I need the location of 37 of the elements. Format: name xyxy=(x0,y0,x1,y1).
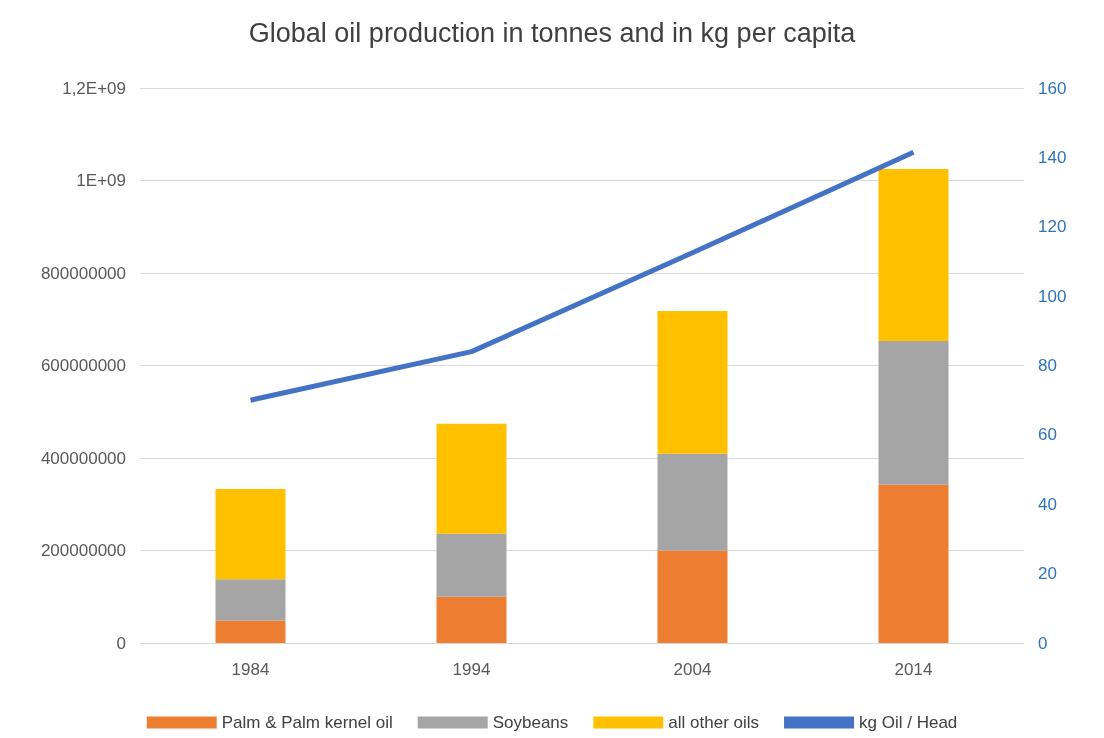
bar xyxy=(657,310,728,454)
bar xyxy=(878,340,949,485)
y-tick-label: 1,2E+09 xyxy=(62,78,126,98)
bar xyxy=(215,579,286,621)
bar xyxy=(657,453,728,551)
bar xyxy=(215,620,286,643)
y2-tick-label: 160 xyxy=(1038,78,1067,98)
y-tick-label: 400000000 xyxy=(40,448,126,468)
chart-title: Global oil production in tonnes and in kg per capita xyxy=(248,17,857,48)
y2-tick-label: 120 xyxy=(1038,217,1067,237)
bar xyxy=(878,168,949,341)
bar xyxy=(215,488,286,580)
bar xyxy=(436,533,507,597)
y2-tick-label: 140 xyxy=(1038,147,1067,167)
y2-tick-label: 40 xyxy=(1038,494,1057,514)
legend-label: all other oils xyxy=(668,713,760,732)
bar xyxy=(657,550,728,643)
y-tick-label: 0 xyxy=(116,633,126,653)
bar xyxy=(436,423,507,534)
y2-tick-label: 60 xyxy=(1038,425,1057,445)
y2-tick-label: 0 xyxy=(1038,633,1048,653)
x-tick-label: 2004 xyxy=(673,660,712,679)
legend-label: kg Oil / Head xyxy=(859,713,958,732)
y-tick-label: 600000000 xyxy=(40,356,126,375)
x-tick-label: 2014 xyxy=(894,660,933,679)
y-tick-label: 1E+09 xyxy=(76,171,126,190)
bar xyxy=(878,484,949,643)
y2-tick-label: 20 xyxy=(1038,564,1057,584)
y2-tick-label: 80 xyxy=(1038,356,1057,375)
y-tick-label: 800000000 xyxy=(40,263,126,283)
legend-label: Soybeans xyxy=(492,713,569,732)
x-tick-label: 1994 xyxy=(452,660,491,679)
y-tick-label: 200000000 xyxy=(40,541,126,560)
bar xyxy=(436,596,507,643)
x-tick-label: 1984 xyxy=(231,660,270,679)
y2-tick-label: 100 xyxy=(1038,286,1067,306)
legend-label: Palm & Palm kernel oil xyxy=(221,713,393,732)
